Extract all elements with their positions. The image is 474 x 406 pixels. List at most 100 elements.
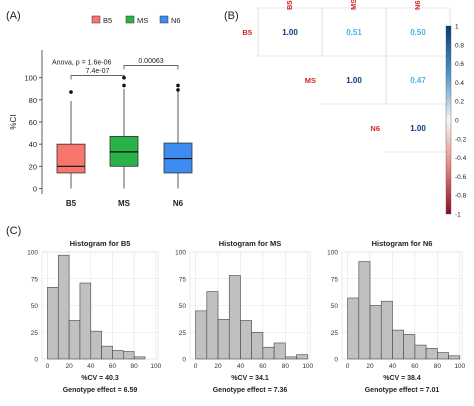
comparison-b5-ms-pvalue: 7.4e-07 (86, 68, 110, 75)
row-label: B5 (242, 28, 252, 37)
histogram-bar (273, 342, 286, 360)
y-tick-label: 100 (327, 250, 338, 257)
box-n6-outlier (176, 88, 180, 92)
histogram-bar (296, 354, 309, 360)
y-tick-label: 80 (29, 96, 37, 105)
histogram-b5: Histogram for B5 0 25 50 75 100 0 20 40 60 80 100 %C… (27, 239, 161, 394)
legend-label: B5 (103, 16, 112, 25)
x-tick-label: MS (118, 199, 131, 208)
y-tick-label: 25 (31, 330, 39, 337)
histogram-bar (403, 334, 416, 360)
cell-value-ms-ms: 1.00 (346, 76, 362, 85)
colorbar (445, 25, 452, 215)
histogram-bar (228, 275, 241, 360)
y-tick-label: 100 (24, 74, 37, 83)
y-tick-label: 0 (334, 357, 338, 364)
colorbar-tick-label: -0.2 (455, 136, 467, 143)
x-tick-label: B5 (66, 199, 77, 208)
boxplot-chart: 0 20 40 60 80 100 %CI B5 MS N6 Anova, p = 1.6e-06 7… (9, 15, 193, 208)
histogram-bar (101, 345, 113, 360)
histogram-bar (195, 310, 208, 360)
row-label: MS (305, 76, 316, 85)
histogram-bar (79, 282, 92, 360)
x-tick-label: 60 (411, 363, 419, 370)
x-tick-label: 0 (346, 363, 350, 370)
x-tick-label: 20 (366, 363, 374, 370)
anova-annotation: Anova, p = 1.6e-06 (52, 59, 111, 66)
histogram-bar (437, 352, 449, 360)
y-axis-label: %CI (9, 114, 18, 129)
histogram-bar (347, 297, 360, 360)
histogram-bar (240, 320, 252, 360)
cv-stat: %CV = 34.1 (231, 375, 269, 382)
genotype-effect-stat: Genotype effect = 7.36 (213, 387, 288, 394)
histogram-bar (425, 347, 438, 360)
x-tick-label: 20 (214, 363, 222, 370)
histogram-bar (448, 355, 461, 360)
histogram-bar (206, 291, 219, 360)
box-ms-outlier (122, 75, 126, 80)
cell-value-b5-n6: 0.50 (410, 28, 426, 37)
cell-value-ms-n6: 0.47 (410, 76, 426, 85)
colorbar-tick-label: -0.4 (455, 155, 467, 162)
x-tick-label: 40 (87, 363, 95, 370)
cell-value-b5-ms: 0.51 (346, 28, 362, 37)
comparison-ms-n6-bracket (123, 65, 179, 70)
row-label: N6 (370, 124, 380, 133)
colorbar-tick-label: 0.8 (455, 42, 464, 49)
y-tick-label: 60 (29, 118, 37, 127)
x-tick-label: 100 (302, 363, 313, 370)
histogram-bar (90, 330, 102, 360)
x-tick-label: 100 (150, 363, 161, 370)
column-label: B5 (285, 0, 294, 10)
x-tick-label: 100 (454, 363, 465, 370)
histogram-bar (68, 320, 81, 360)
x-tick-label: 0 (194, 363, 198, 370)
y-tick-label: 100 (27, 250, 38, 257)
x-tick-label: 60 (109, 363, 117, 370)
histogram-bar (47, 287, 59, 360)
histogram-bar (285, 356, 297, 360)
histogram-bar (262, 346, 275, 360)
colorbar-tick-label: 0 (455, 118, 459, 125)
y-tick-label: 40 (29, 140, 37, 149)
comparison-b5-ms-bracket (70, 75, 125, 80)
y-tick-label: 50 (179, 303, 187, 310)
histogram-bar (380, 300, 393, 360)
cv-stat: %CV = 40.3 (81, 375, 119, 382)
panel-label-c: (C) (6, 225, 21, 237)
panel-label-b: (B) (224, 10, 239, 22)
histogram-bar (392, 329, 404, 360)
histogram-bar (251, 331, 264, 360)
box-ms-outlier (122, 83, 126, 88)
column-label: N6 (413, 0, 422, 10)
colorbar-tick-label: 0.4 (455, 80, 464, 87)
x-tick-label: 0 (46, 363, 50, 370)
y-tick-label: 25 (179, 330, 187, 337)
x-tick-label: 20 (65, 363, 73, 370)
cv-stat: %CV = 38.4 (383, 375, 421, 382)
genotype-effect-stat: Genotype effect = 7.01 (365, 387, 440, 394)
y-tick-label: 50 (331, 303, 339, 310)
histogram-bar (217, 319, 230, 360)
box-b5-outlier (69, 90, 73, 94)
legend-swatch-b5 (91, 15, 101, 24)
correlation-heatmap: B5 B5 MS MS N6 N6 1.00 0.51 0.50 1.00 0.47 1.00 1 0.8… (242, 0, 466, 219)
y-tick-label: 0 (34, 357, 38, 364)
x-tick-label: 80 (282, 363, 290, 370)
histogram-bar (123, 351, 135, 360)
genotype-effect-stat: Genotype effect = 6.59 (63, 387, 138, 394)
legend-label: N6 (171, 16, 181, 25)
histogram-bar (57, 254, 70, 360)
colorbar-tick-label: -0.8 (455, 193, 467, 200)
histogram-title: Histogram for B5 (70, 239, 131, 248)
cell-value-b5-b5: 1.00 (282, 28, 298, 37)
panel-label-a: (A) (6, 10, 21, 22)
histogram-bar (358, 261, 371, 360)
y-tick-label: 0 (33, 184, 37, 193)
histogram-bar (133, 356, 146, 360)
y-tick-label: 25 (331, 330, 339, 337)
histogram-title: Histogram for MS (219, 239, 282, 248)
box-b5 (56, 143, 86, 174)
